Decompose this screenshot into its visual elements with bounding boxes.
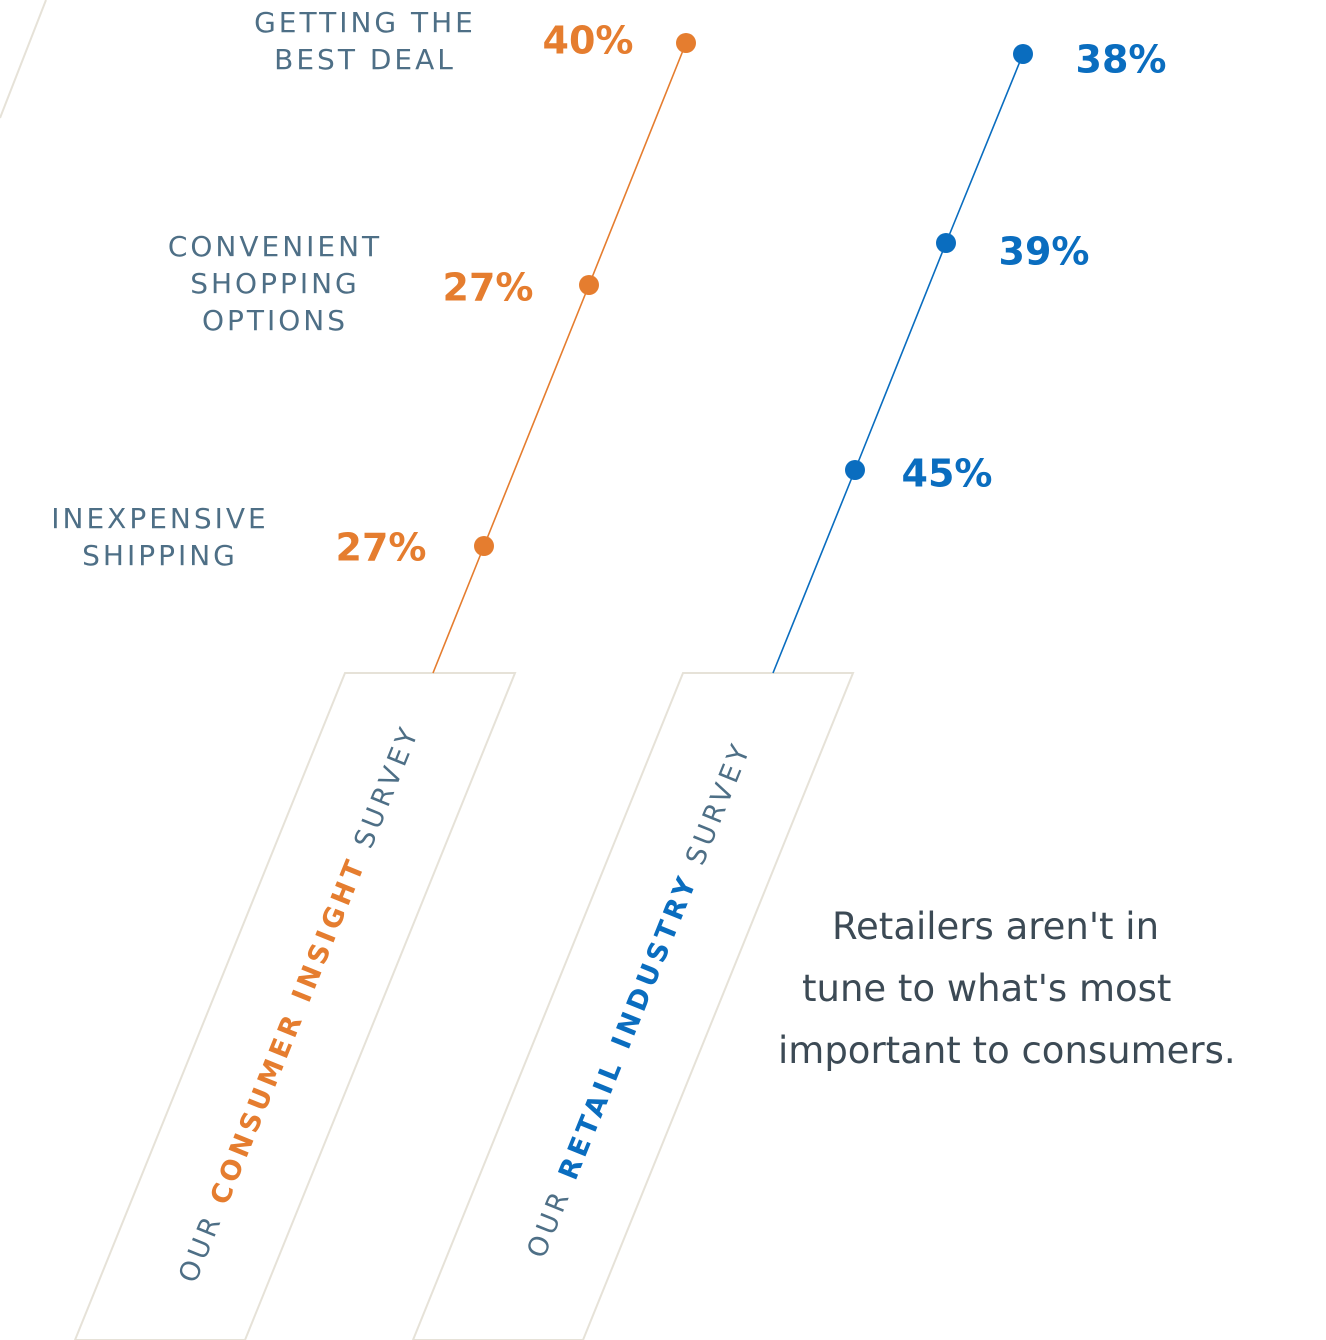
- category-label-inexpensive-shipping: INEXPENSIVE SHIPPING: [20, 500, 300, 574]
- survey-panels: OUR CONSUMER INSIGHT SURVEY OUR RETAIL IN…: [73, 672, 855, 1340]
- category-label-line: GETTING THE: [254, 6, 476, 39]
- tagline-line: tune to what's most: [802, 967, 1172, 1010]
- survey-panel: [73, 672, 517, 1340]
- data-point: [579, 275, 599, 295]
- survey-panel-label-prefix: OUR: [521, 1172, 581, 1262]
- value-label: 27%: [443, 266, 534, 310]
- value-label: 39%: [999, 230, 1090, 274]
- survey-panel-label-highlight: RETAIL INDUSTRY: [553, 869, 704, 1184]
- survey-panel-label-highlight: CONSUMER INSIGHT: [204, 853, 372, 1209]
- tagline-line: important to consumers.: [778, 1029, 1236, 1072]
- decorative-diagonal-line: [0, 0, 47, 119]
- series-line: [772, 53, 1024, 674]
- data-point: [676, 33, 696, 53]
- tagline-line: Retailers aren't in: [832, 905, 1160, 948]
- tagline: Retailers aren't in tune to what's most …: [760, 896, 1320, 1082]
- survey-panel-label-suffix: SURVEY: [675, 737, 757, 881]
- data-point: [845, 460, 865, 480]
- data-points: [474, 33, 1033, 556]
- value-label: 38%: [1076, 38, 1167, 82]
- category-label-best-deal: GETTING THE BEST DEAL: [230, 4, 500, 78]
- survey-panel-label-suffix: SURVEY: [343, 720, 425, 864]
- data-point: [936, 233, 956, 253]
- survey-panel: [411, 672, 855, 1340]
- value-label: 40%: [543, 19, 634, 63]
- data-point: [474, 536, 494, 556]
- survey-panel-label-prefix: OUR: [173, 1197, 233, 1287]
- value-label: 27%: [336, 526, 427, 570]
- value-label: 45%: [902, 452, 993, 496]
- series-line: [432, 42, 687, 674]
- category-label-convenient-shopping: CONVENIENT SHOPPING OPTIONS: [140, 228, 410, 339]
- category-label-line: SHIPPING: [82, 539, 238, 572]
- series-lines: [432, 42, 1024, 674]
- category-label-line: CONVENIENT: [167, 230, 383, 263]
- data-point: [1013, 44, 1033, 64]
- category-label-line: BEST DEAL: [274, 43, 456, 76]
- category-label-line: INEXPENSIVE: [51, 502, 269, 535]
- value-labels: 40% 27% 27% 38% 39% 45%: [336, 19, 1167, 570]
- category-label-line: SHOPPING: [190, 267, 360, 300]
- category-label-line: OPTIONS: [201, 304, 349, 337]
